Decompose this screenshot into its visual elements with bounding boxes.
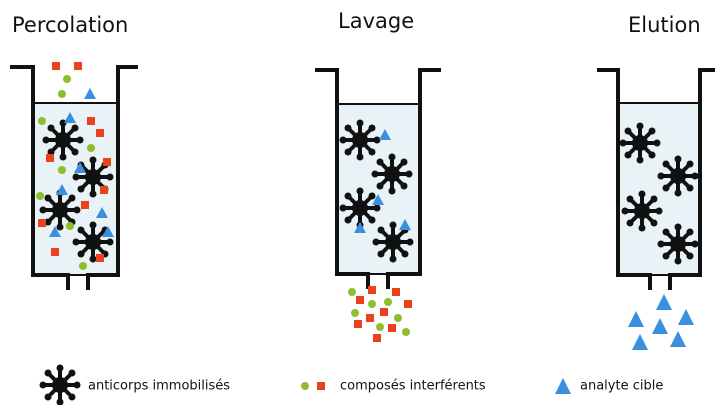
cartridge-percolation: Percolation [10,13,138,290]
legend-analyte: analyte cible [580,379,663,394]
legend-antibody: anticorps immobilisés [88,379,230,394]
step-title: Elution [628,13,701,37]
legend: anticorps immobilisés composés interfére… [37,362,663,405]
cartridge-elution: Elution [597,13,715,350]
step-title: Percolation [12,13,128,37]
cartridge-lavage: Lavage [315,9,441,342]
legend-interferents: composés interférents [340,379,486,394]
step-title: Lavage [338,9,414,33]
